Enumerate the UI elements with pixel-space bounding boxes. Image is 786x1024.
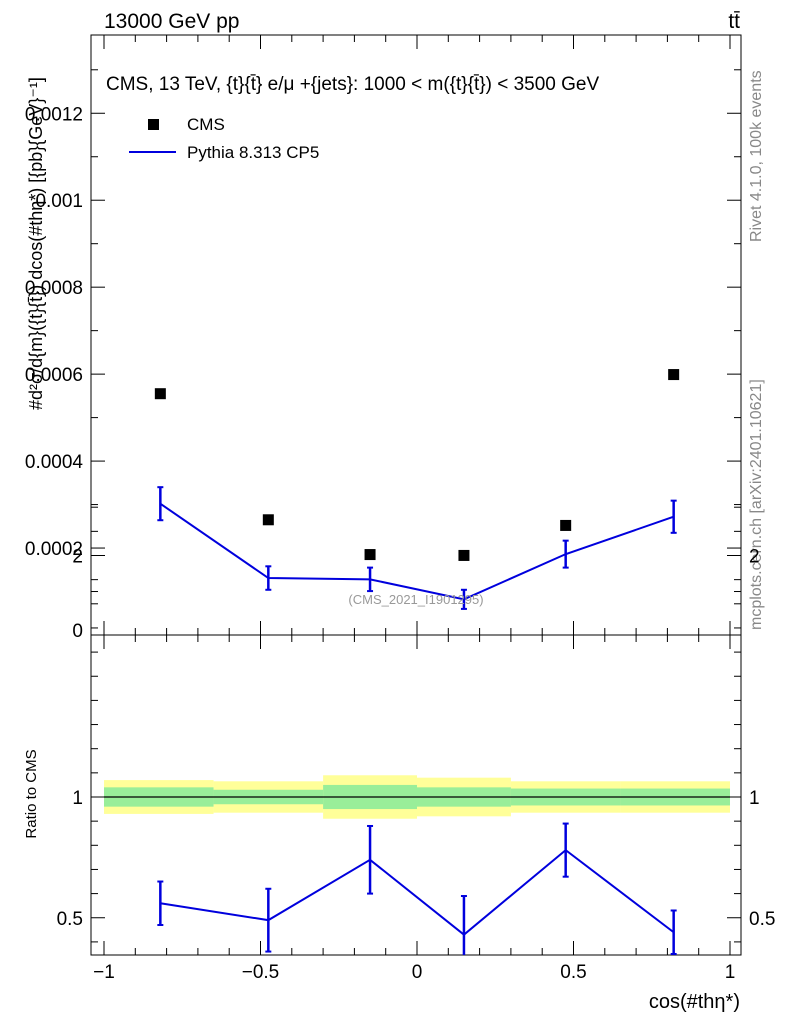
- y-axis-label: #d²σ/d{m}({t}{t̄}) dcos(#thη*) [{pb}{GeV…: [26, 77, 46, 410]
- ratio-tick-label-right: 1: [749, 788, 760, 809]
- x-axis-label: cos(#thη*): [649, 991, 740, 1013]
- cms-data-point: [560, 519, 572, 531]
- x-tick-label: −0.5: [242, 962, 280, 983]
- main-plot: 0 0.0002 0.0004 0.0006 0.0008 0.001 0.0012: [25, 34, 742, 642]
- ratio-tick-label: 1: [72, 788, 83, 809]
- y-tick-label: 0.0006: [25, 365, 83, 386]
- y-tick-label: 0: [72, 621, 83, 642]
- mc-line: [159, 502, 674, 601]
- side-label-mcplots: mcplots.cern.ch [arXiv:2401.10621]: [748, 379, 765, 630]
- y-tick-label: 0.0004: [25, 452, 84, 473]
- y-tick-label: 0.0008: [25, 278, 83, 299]
- ratio-plot: −1 −0.5 0 0.5 1 0.5 0.5 1 1 2 2: [57, 506, 775, 983]
- cms-data-point: [364, 549, 376, 561]
- ratio-frame: [90, 634, 742, 956]
- cms-data-point: [668, 369, 680, 381]
- ratio-tick-label: 0.5: [57, 909, 83, 930]
- header-right: tt̄: [728, 10, 740, 33]
- x-tick-label: 1: [725, 962, 736, 983]
- chart-title: CMS, 13 TeV, {t}{t̄} e/μ +{jets}: 1000 <…: [106, 74, 599, 95]
- x-tick-label: 0.5: [560, 962, 586, 983]
- legend-label-cms: CMS: [187, 115, 225, 134]
- legend-label-pythia: Pythia 8.313 CP5: [187, 143, 319, 162]
- y-tick-label: 0.0002: [25, 539, 83, 560]
- y-tick-label: 0.001: [35, 191, 83, 212]
- legend-marker-cms: [148, 119, 159, 130]
- legend: CMS Pythia 8.313 CP5: [129, 115, 319, 162]
- ratio-mc-line: [160, 848, 675, 936]
- ratio-tick-label-right: 2: [749, 547, 760, 568]
- cms-data-point: [458, 549, 470, 561]
- ratio-y-axis-label: Ratio to CMS: [23, 749, 40, 838]
- x-tick-label: −1: [93, 962, 115, 983]
- cms-data-point: [154, 388, 166, 400]
- y-tick-label: 0.0012: [25, 104, 83, 125]
- side-label-rivet: Rivet 4.1.0, 100k events: [748, 70, 765, 242]
- cms-data-point: [262, 514, 274, 526]
- x-tick-label: 0: [412, 962, 423, 983]
- watermark: (CMS_2021_I1901295): [348, 592, 483, 607]
- ratio-tick-label-right: 0.5: [749, 909, 775, 930]
- header-left: 13000 GeV pp: [104, 10, 239, 33]
- ratio-tick-label: 2: [72, 547, 83, 568]
